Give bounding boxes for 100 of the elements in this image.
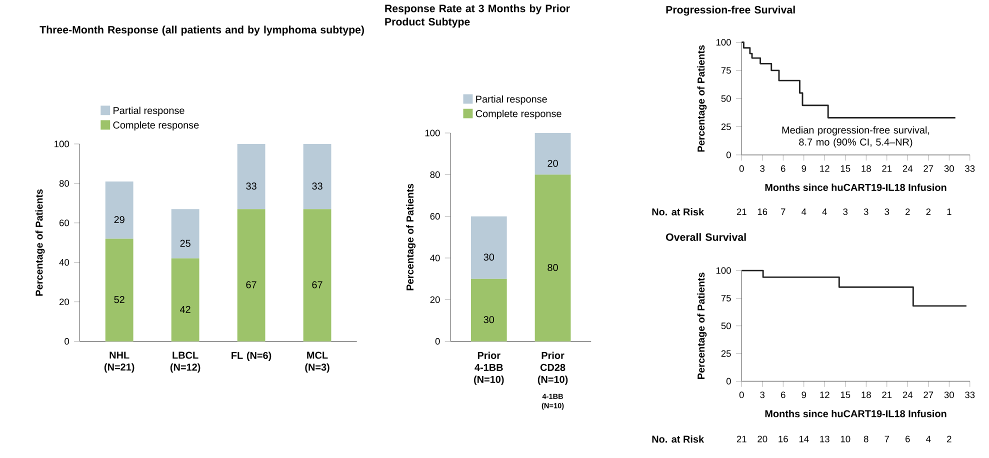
bar — [470, 216, 507, 279]
x-axis-title: Months since huCART19-IL18 Infusion — [765, 410, 946, 418]
text: 2 — [926, 208, 931, 216]
y-tick-label: 20 — [59, 298, 70, 306]
y-tick-label: 100 — [716, 267, 731, 274]
bar — [470, 278, 507, 342]
x-tick-label: 18 — [862, 392, 871, 398]
bar — [105, 181, 134, 239]
text: 2 — [906, 208, 910, 216]
x-tick-label: 12 — [820, 392, 830, 398]
y-tick-label: 40 — [430, 254, 440, 262]
y-tick-label: 50 — [721, 322, 731, 330]
annotation: Median progression-free survival, 8.7 mo (90% CI, 5.4–NR) — [782, 126, 930, 148]
x-tick-label: 6 — [781, 392, 786, 398]
text: 7 — [884, 436, 890, 442]
y-tick-label: 100 — [425, 130, 440, 136]
bar — [303, 209, 332, 342]
legend-label: Partial response — [114, 106, 184, 116]
x-tick-label: Prior CD28 (N=10) — [538, 352, 568, 385]
text: 4 — [926, 436, 931, 442]
bar — [303, 144, 332, 210]
text: 21 — [736, 436, 746, 442]
x-tick-label: FL (N=6) — [232, 352, 272, 361]
text: 1 — [947, 208, 952, 215]
bar — [237, 209, 266, 342]
y-tick-label: 0 — [64, 338, 70, 345]
data-label: 20 — [548, 160, 558, 167]
y-tick-label: 80 — [430, 171, 440, 178]
data-label: 67 — [312, 281, 322, 288]
text: 16 — [778, 436, 788, 442]
data-label: 33 — [246, 182, 256, 190]
bar — [237, 144, 266, 210]
y-tick-label: 100 — [716, 39, 731, 46]
x-tick-label: 15 — [840, 392, 850, 398]
text: 16 — [758, 208, 768, 216]
y-tick-label: 60 — [430, 213, 440, 220]
x-tick-label: 18 — [862, 165, 871, 172]
text: 20 — [758, 436, 768, 442]
text: 13 — [820, 436, 830, 442]
x-tick-label: 27 — [924, 392, 934, 398]
y-axis-title: Percentage of Patients — [35, 189, 45, 296]
x-tick-label: 33 — [965, 392, 975, 398]
x-tick-label: Prior 4-1BB (N=10) — [474, 352, 504, 385]
legend-label: Complete response — [113, 121, 199, 131]
x-tick-label: 24 — [902, 392, 913, 398]
text: 7 — [781, 208, 786, 215]
x-tick-label: 24 — [902, 165, 913, 172]
x-tick-label: 30 — [944, 392, 954, 398]
chart-title: Three-Month Response (all patients and by lymphoma subtype) — [40, 26, 364, 36]
bar — [534, 133, 571, 175]
data-label: 52 — [114, 296, 124, 304]
x-tick-label: 0 — [739, 392, 744, 398]
y-tick-label: 25 — [721, 350, 731, 357]
data-label: 30 — [484, 316, 494, 324]
text: No. at Risk — [652, 208, 704, 216]
y-tick-label: 75 — [721, 67, 731, 74]
x-tick-label: 3 — [760, 392, 765, 398]
text: 21 — [736, 208, 746, 216]
y-tick-label: 20 — [430, 296, 440, 303]
x-tick-label: 30 — [944, 165, 954, 172]
y-tick-label: 0 — [726, 152, 731, 158]
x-tick-label: 9 — [802, 165, 806, 172]
data-label: 80 — [548, 264, 558, 272]
text: 2 — [947, 436, 952, 442]
y-tick-label: 0 — [435, 338, 440, 345]
y-tick-label: 50 — [721, 95, 731, 102]
y-tick-label: 25 — [721, 124, 731, 130]
data-label: 30 — [484, 254, 494, 261]
text: 8 — [864, 436, 868, 442]
y-tick-label: 100 — [54, 140, 70, 148]
chart-title: Progression-free Survival — [666, 6, 795, 16]
text: 6 — [906, 436, 910, 442]
text: 3 — [884, 208, 890, 216]
y-tick-label: 40 — [59, 259, 70, 266]
text: 3 — [843, 208, 848, 216]
x-tick-label: 0 — [739, 165, 744, 172]
data-label: 42 — [180, 306, 190, 313]
x-tick-label: 15 — [840, 165, 850, 172]
x-tick-label: MCL (N=3) — [305, 352, 330, 373]
y-tick-label: 60 — [60, 220, 70, 226]
bar — [105, 238, 134, 342]
data-label: 25 — [180, 240, 190, 247]
x-tick-label: NHL (N=21) — [104, 352, 134, 373]
text: 4 — [802, 208, 806, 215]
data-label: 29 — [114, 216, 124, 224]
y-tick-label: 75 — [721, 294, 731, 302]
bar — [171, 209, 200, 258]
data-label: 67 — [246, 281, 256, 288]
text: 14 — [799, 436, 809, 442]
text: No. at Risk — [652, 435, 704, 443]
text: 3 — [864, 208, 868, 216]
x-tick-label: 27 — [924, 165, 934, 172]
data-label: 33 — [312, 182, 322, 190]
y-tick-label: 80 — [59, 180, 70, 187]
x-axis-title: Months since huCART19-IL18 Infusion — [765, 184, 946, 192]
bar — [171, 258, 200, 342]
x-tick-label: LBCL (N=12) — [170, 352, 200, 373]
legend-label: Partial response — [476, 95, 547, 105]
y-axis-title: Percentage of Patients — [697, 272, 707, 379]
chart-title: Response Rate at 3 Months by Prior Product Subtype — [385, 4, 570, 28]
